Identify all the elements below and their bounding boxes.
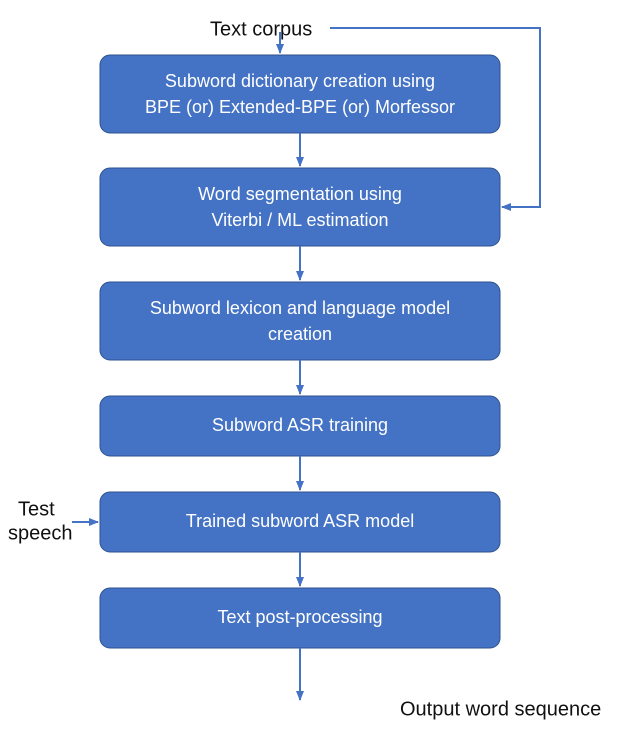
node-post-processing: Text post-processing bbox=[100, 588, 500, 648]
node-lexicon-lm-line2: creation bbox=[268, 324, 332, 344]
node-word-segmentation-line1: Word segmentation using bbox=[198, 184, 402, 204]
node-trained-asr: Trained subword ASR model bbox=[100, 492, 500, 552]
label-test-speech-line2: speech bbox=[8, 522, 73, 544]
node-asr-training-line1: Subword ASR training bbox=[212, 415, 388, 435]
label-text-corpus: Text corpus bbox=[210, 18, 312, 40]
label-output: Output word sequence bbox=[400, 698, 601, 720]
label-test-speech-line1: Test bbox=[18, 498, 55, 520]
node-subword-dictionary-line1: Subword dictionary creation using bbox=[165, 71, 435, 91]
node-subword-dictionary: Subword dictionary creation using BPE (o… bbox=[100, 55, 500, 133]
node-trained-asr-line1: Trained subword ASR model bbox=[186, 511, 414, 531]
node-word-segmentation: Word segmentation using Viterbi / ML est… bbox=[100, 168, 500, 246]
node-word-segmentation-line2: Viterbi / ML estimation bbox=[211, 210, 388, 230]
node-lexicon-lm: Subword lexicon and language model creat… bbox=[100, 282, 500, 360]
node-asr-training: Subword ASR training bbox=[100, 396, 500, 456]
node-post-processing-line1: Text post-processing bbox=[217, 607, 382, 627]
node-subword-dictionary-line2: BPE (or) Extended-BPE (or) Morfessor bbox=[145, 97, 455, 117]
node-lexicon-lm-line1: Subword lexicon and language model bbox=[150, 298, 450, 318]
